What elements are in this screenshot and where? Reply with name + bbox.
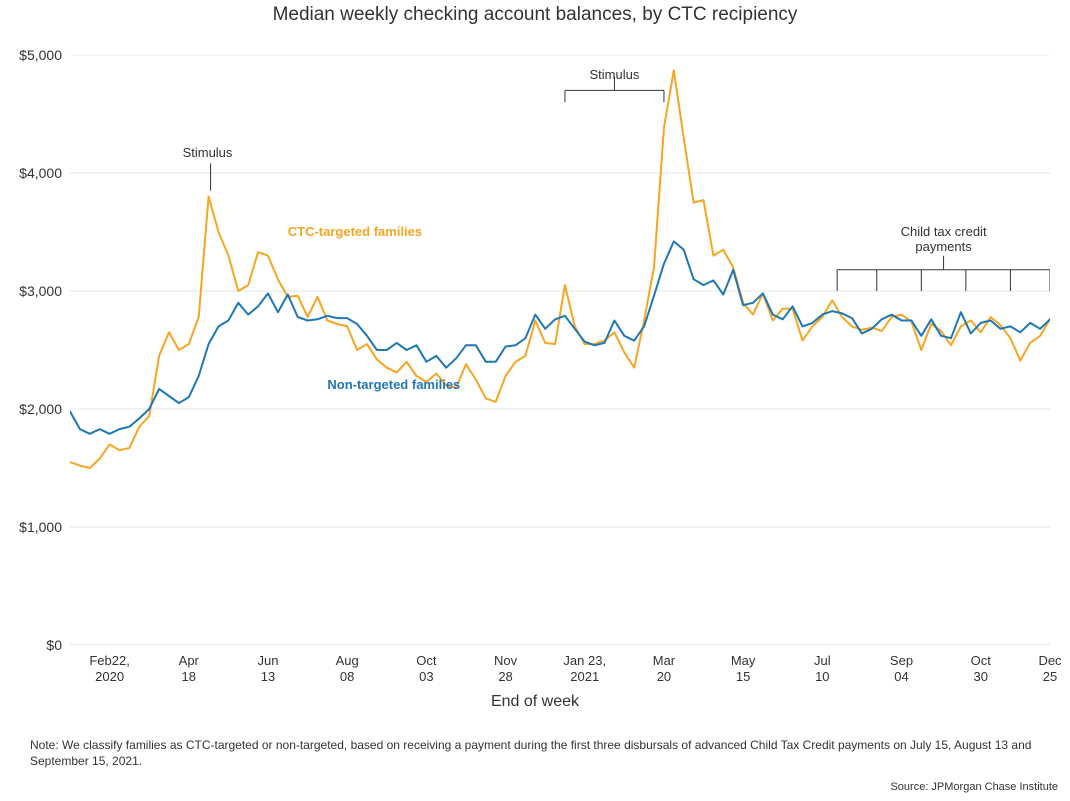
x-tick-label: Jun 13 — [228, 653, 308, 684]
chart-title: Median weekly checking account balances,… — [0, 4, 1070, 26]
x-tick-label: Nov 28 — [466, 653, 546, 684]
y-tick-label: $0 — [0, 637, 62, 653]
chart-container: Median weekly checking account balances,… — [0, 0, 1070, 801]
chart-svg — [70, 55, 1050, 645]
y-tick-label: $3,000 — [0, 283, 62, 299]
x-tick-label: Aug 08 — [307, 653, 387, 684]
annotation-label: Stimulus — [544, 67, 684, 82]
x-tick-label: May 15 — [703, 653, 783, 684]
y-tick-label: $2,000 — [0, 401, 62, 417]
y-tick-label: $5,000 — [0, 47, 62, 63]
x-tick-label: Apr 18 — [149, 653, 229, 684]
chart-plot-area — [70, 55, 1050, 645]
y-tick-label: $1,000 — [0, 519, 62, 535]
x-tick-label: Dec 25 — [1010, 653, 1070, 684]
x-tick-label: Jan 23, 2021 — [545, 653, 625, 684]
chart-source: Source: JPMorgan Chase Institute — [890, 781, 1058, 793]
x-tick-label: Jul 10 — [782, 653, 862, 684]
y-tick-label: $4,000 — [0, 165, 62, 181]
series-label: Non-targeted families — [327, 377, 460, 392]
x-tick-label: Oct 03 — [386, 653, 466, 684]
annotation-label: Stimulus — [183, 145, 233, 160]
x-tick-label: Sep 04 — [862, 653, 942, 684]
x-tick-label: Oct 30 — [941, 653, 1021, 684]
series-label: CTC-targeted families — [288, 224, 422, 239]
x-axis-title: End of week — [0, 693, 1070, 711]
x-tick-label: Mar 20 — [624, 653, 704, 684]
x-tick-label: Feb22, 2020 — [70, 653, 150, 684]
annotation-label: Child tax credit payments — [874, 224, 1014, 254]
chart-footnote: Note: We classify families as CTC-target… — [30, 737, 1040, 769]
